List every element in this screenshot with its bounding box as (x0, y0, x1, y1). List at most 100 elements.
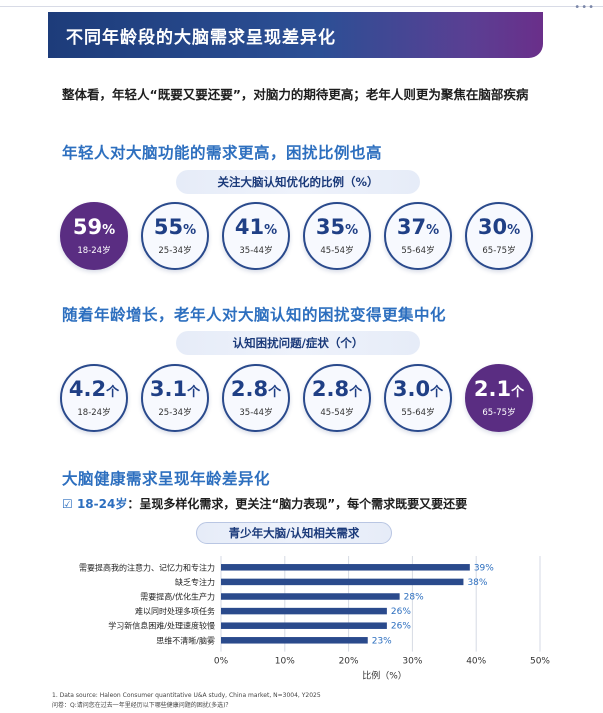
category-label: 学习新信息困难/处理速度较慢 (108, 621, 215, 631)
category-label: 难以同时处理多项任务 (135, 606, 215, 616)
symptom-count-value: 2.8个 (312, 378, 362, 404)
concern-pct-age: 65-75岁 (482, 246, 516, 256)
section1-circles: 59% 18-24岁 55% 25-34岁 41% 35-44岁 35% 45-54岁 37% 5… (60, 202, 533, 272)
checkbox-icon: ☑ (62, 497, 73, 511)
data-label: 39% (474, 563, 494, 573)
symptom-count-value: 2.8个 (231, 378, 281, 404)
bar (221, 622, 387, 629)
concern-pct-circle: 35% 45-54岁 (303, 202, 371, 270)
concern-pct-age: 18-24岁 (77, 246, 111, 256)
x-tick-label: 20% (339, 657, 359, 667)
category-label: 需要提高/优化生产力 (140, 592, 215, 602)
concern-pct-value: 30% (478, 216, 520, 242)
x-tick-label: 30% (402, 657, 422, 667)
symptom-count-age: 18-24岁 (77, 408, 111, 418)
concern-pct-unit: % (345, 223, 359, 238)
symptom-count-number: 2.8 (311, 377, 350, 401)
concern-pct-unit: % (102, 223, 116, 238)
concern-pct-unit: % (183, 223, 197, 238)
category-label: 思维不清晰/脑雾 (156, 635, 215, 645)
footnote-question: 问卷：Q:请问您在过去一年里经历以下哪些健康问题的困扰(多选)？ (52, 702, 232, 709)
section1-pill: 关注大脑认知优化的比例（%） (176, 170, 420, 194)
concern-pct-number: 59 (72, 215, 103, 239)
top-divider (0, 6, 603, 7)
concern-pct-age: 25-34岁 (158, 246, 192, 256)
page-title: 不同年龄段的大脑需求呈现差异化 (66, 27, 336, 48)
symptom-count-unit: 个 (268, 385, 282, 400)
bar (221, 637, 368, 644)
concern-pct-circle: 41% 35-44岁 (222, 202, 290, 270)
category-label: 需要提高我的注意力、记忆力和专注力 (79, 562, 215, 572)
symptom-count-number: 2.1 (473, 377, 512, 401)
section2-circles: 4.2个 18-24岁 3.1个 25-34岁 2.8个 35-44岁 2.8个 45-54岁… (60, 364, 533, 434)
concern-pct-number: 35 (315, 215, 346, 239)
concern-pct-number: 30 (477, 215, 508, 239)
age-lead: 18-24岁 (76, 497, 128, 511)
concern-pct-circle: 59% 18-24岁 (60, 202, 128, 270)
concern-pct-age: 35-44岁 (239, 246, 273, 256)
concern-pct-age: 45-54岁 (320, 246, 354, 256)
concern-pct-unit: % (507, 223, 521, 238)
x-tick-label: 0% (214, 657, 229, 667)
symptom-count-circle: 3.1个 25-34岁 (141, 364, 209, 432)
symptom-count-age: 35-44岁 (239, 408, 273, 418)
symptom-count-unit: 个 (187, 385, 201, 400)
symptom-count-unit: 个 (511, 385, 525, 400)
symptom-count-age: 65-75岁 (482, 408, 516, 418)
concern-pct-value: 35% (316, 216, 358, 242)
concern-pct-circle: 37% 55-64岁 (384, 202, 452, 270)
chart-pill: 青少年大脑/认知相关需求 (196, 522, 392, 544)
summary-text: 整体看，年轻人“既要又要还要”，对脑力的期待更高；老年人则更为聚焦在脑部疾病 (62, 87, 529, 102)
section3-title: 大脑健康需求呈现年龄差异化 (62, 470, 271, 488)
symptom-count-unit: 个 (430, 385, 444, 400)
footnote-source: 1. Data source: Haleon Consumer quantita… (52, 692, 321, 699)
bar-chart: 0% 10% 20% 30% 40% 50% 需要提高我的注意力、记忆力和专注力 39% 缺乏专… (79, 556, 550, 682)
symptom-count-value: 3.0个 (393, 378, 443, 404)
age-note-text: ：呈现多样化需求，更关注“脑力表现”，每个需求既要又要还要 (127, 497, 468, 511)
concern-pct-unit: % (264, 223, 278, 238)
concern-pct-number: 37 (396, 215, 427, 239)
symptom-count-age: 45-54岁 (320, 408, 354, 418)
symptom-count-circle: 2.8个 35-44岁 (222, 364, 290, 432)
symptom-count-circle: 4.2个 18-24岁 (60, 364, 128, 432)
symptom-count-age: 25-34岁 (158, 408, 192, 418)
bar (221, 564, 470, 571)
data-label: 28% (404, 593, 424, 603)
section1-title: 年轻人对大脑功能的需求更高，困扰比例也高 (62, 144, 383, 162)
symptom-count-number: 4.2 (68, 377, 107, 401)
concern-pct-age: 55-64岁 (401, 246, 435, 256)
symptom-count-value: 3.1个 (150, 378, 200, 404)
symptom-count-age: 55-64岁 (401, 408, 435, 418)
concern-pct-value: 59% (73, 216, 115, 242)
header-banner: 不同年龄段的大脑需求呈现差异化 (48, 12, 543, 58)
concern-pct-circle: 55% 25-34岁 (141, 202, 209, 270)
symptom-count-number: 3.0 (392, 377, 431, 401)
symptom-count-value: 4.2个 (69, 378, 119, 404)
data-label: 23% (372, 636, 392, 646)
concern-pct-unit: % (426, 223, 440, 238)
bar (221, 607, 387, 615)
x-axis-label: 比例（%） (362, 670, 407, 682)
symptom-count-value: 2.1个 (474, 378, 524, 404)
data-label: 38% (467, 578, 487, 588)
category-label: 缺乏专注力 (175, 577, 215, 587)
bar (221, 593, 400, 600)
section2-title: 随着年龄增长，老年人对大脑认知的困扰变得更集中化 (62, 306, 447, 324)
concern-pct-value: 55% (154, 216, 196, 242)
concern-pct-circle: 30% 65-75岁 (465, 202, 533, 270)
section2-pill: 认知困扰问题/症状（个） (176, 331, 420, 355)
symptom-count-circle: 2.1个 65-75岁 (465, 364, 533, 432)
dots-decoration: ••• (574, 2, 595, 13)
symptom-count-circle: 3.0个 55-64岁 (384, 364, 452, 432)
symptom-count-circle: 2.8个 45-54岁 (303, 364, 371, 432)
symptom-count-unit: 个 (106, 385, 120, 400)
x-tick-label: 50% (530, 657, 550, 667)
x-tick-label: 40% (466, 657, 486, 667)
x-tick-label: 10% (275, 657, 295, 667)
data-label: 26% (391, 622, 411, 632)
symptom-count-number: 3.1 (149, 377, 188, 401)
symptom-count-number: 2.8 (230, 377, 269, 401)
data-label: 26% (391, 607, 411, 617)
concern-pct-value: 37% (397, 216, 439, 242)
concern-pct-number: 55 (153, 215, 184, 239)
